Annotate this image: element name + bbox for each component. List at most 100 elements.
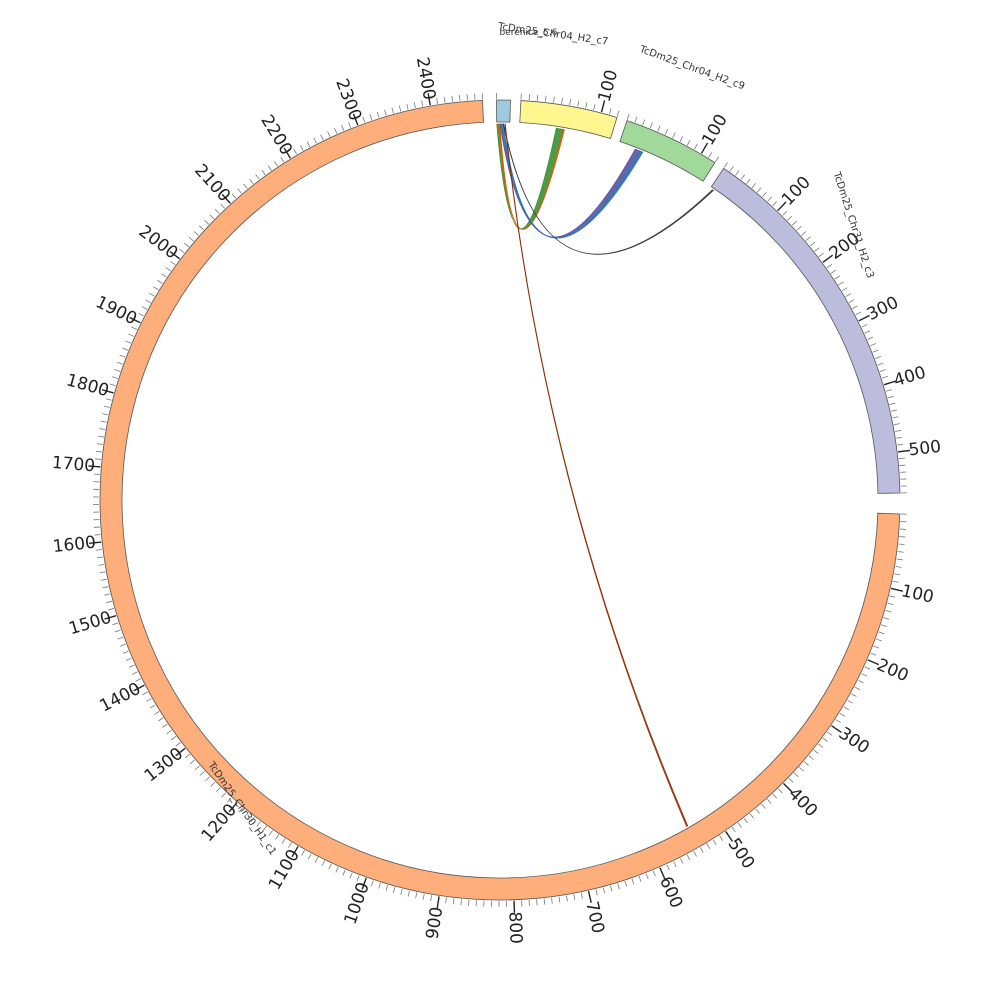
tick-chr30-1360 (153, 711, 160, 715)
tick-chr30-1980 (165, 267, 172, 272)
tick-chr30-870 (460, 899, 462, 906)
tick-chr30-1760 (100, 420, 107, 423)
tick-chr30-50 (897, 551, 904, 553)
tick-chr30-1520 (106, 600, 113, 604)
tick-chr30-320 (822, 737, 828, 742)
tick-label-chr30-300: 300 (835, 723, 873, 758)
tick-chr30-2360 (398, 105, 402, 112)
tick-chr30-540 (699, 847, 704, 853)
link-berenice-chr04c7-orange (498, 123, 565, 230)
labels-layer: berenice_5.6 100 TcDm25_Chr04_H2_c7 100 TcDm… (51, 21, 942, 944)
tick-label-chr31-300: 300 (864, 293, 902, 325)
tick-chr30-1590 (96, 549, 103, 551)
tick-chr30-1570 (98, 564, 105, 566)
segment-label-chr04c9: TcDm25_Chr04_H2_c9 (637, 44, 746, 93)
tick-chr04c9-110 (708, 152, 712, 158)
tick-chr04c7-70 (577, 100, 580, 107)
tick-chr04c7-110 (609, 108, 612, 115)
tick-chr04c9-10 (634, 116, 638, 123)
tick-label-chr30-100: 100 (899, 581, 935, 608)
segments-layer (99, 99, 901, 901)
tick-chr31-460 (893, 423, 900, 426)
tick-chr30-2060 (204, 219, 210, 225)
tick-chr31-500 (898, 449, 911, 453)
tick-chr30-1190 (238, 807, 244, 813)
tick-chr30-2430 (451, 95, 453, 102)
tick-chr30-1450 (122, 650, 129, 654)
tick-chr30-1820 (111, 376, 118, 379)
segment-berenice (496, 99, 511, 123)
tick-chr30-450 (755, 808, 760, 814)
tick-chr31-390 (881, 375, 888, 379)
tick-chr30-1260 (199, 770, 205, 776)
tick-chr31-440 (890, 409, 897, 412)
segment-chr30 (99, 99, 901, 901)
tick-chr30-40 (898, 543, 905, 546)
tick-chr30-2150 (255, 174, 260, 180)
tick-chr30-2340 (384, 109, 387, 116)
tick-chr04c7-30 (544, 95, 547, 102)
tick-chr30-1210 (227, 797, 232, 803)
tick-chr30-650 (624, 880, 628, 887)
tick-chr30-130 (885, 609, 892, 613)
tick-chr30-2240 (313, 137, 317, 144)
tick-chr31-270 (848, 299, 855, 303)
tick-chr30-2020 (184, 242, 190, 248)
tick-chr30-1240 (210, 781, 216, 787)
tick-label-chr30-500: 500 (724, 835, 759, 873)
tick-chr30-1120 (281, 838, 286, 844)
tick-chr31-20 (735, 170, 740, 176)
tick-label-chr30-200: 200 (874, 655, 912, 686)
tick-chr30-250 (850, 693, 857, 697)
tick-chr30-390 (788, 777, 794, 783)
tick-chr30-1710 (95, 458, 102, 460)
tick-chr31-50 (751, 183, 756, 189)
tick-chr31-90 (772, 201, 778, 207)
tick-chr31-420 (887, 395, 894, 399)
tick-chr31-430 (889, 402, 896, 405)
tick-chr30-2090 (220, 203, 226, 209)
tick-chr30-920 (422, 893, 425, 900)
tick-chr30-2190 (280, 156, 285, 163)
tick-chr30-1600 (89, 541, 102, 544)
tick-chr30-190 (870, 652, 877, 656)
link-berenice-chr31-thin (502, 123, 714, 255)
tick-chr30-440 (761, 803, 766, 809)
tick-chr04c9-30 (649, 122, 653, 129)
tick-chr30-1150 (262, 825, 267, 832)
tick-chr30-1930 (145, 299, 152, 304)
tick-chr04c7-50 (561, 97, 563, 104)
tick-chr31-350 (872, 349, 879, 353)
tick-chr31-130 (791, 220, 797, 226)
tick-chr30-1480 (114, 629, 121, 633)
tick-chr30-1460 (120, 643, 126, 647)
tick-chr31-220 (830, 269, 837, 274)
tick-chr31-260 (845, 293, 852, 298)
tick-chr30-1020 (349, 872, 353, 879)
tick-chr30-1750 (99, 428, 106, 431)
tick-chr30-270 (843, 706, 849, 711)
tick-label-chr04c9-100: 100 (698, 111, 732, 149)
tick-chr31-210 (826, 264, 833, 269)
tick-chr04c9-100 (700, 142, 709, 154)
tick-chr30-2160 (261, 169, 266, 176)
tick-chr30-490 (731, 826, 736, 833)
tick-chr31-40 (746, 178, 751, 184)
tick-label-chr30-900: 900 (423, 905, 448, 940)
tick-label-chr30-2400: 2400 (412, 55, 439, 101)
tick-chr30-2400 (427, 93, 431, 106)
tick-chr30-970 (385, 884, 389, 891)
tick-chr30-950 (400, 888, 403, 895)
tick-chr30-1410 (135, 678, 142, 682)
tick-chr30-2300 (352, 113, 359, 126)
tick-chr30-2270 (334, 128, 338, 134)
tick-chr31-60 (756, 187, 762, 193)
tick-chr30-2230 (306, 141, 311, 148)
tick-chr30-2370 (406, 103, 409, 110)
tick-chr31-410 (885, 389, 892, 392)
tick-chr30-610 (652, 870, 656, 877)
tick-chr30-150 (880, 624, 887, 627)
tick-chr30-60 (896, 558, 903, 561)
tick-label-chr30-1000: 1000 (341, 880, 374, 927)
